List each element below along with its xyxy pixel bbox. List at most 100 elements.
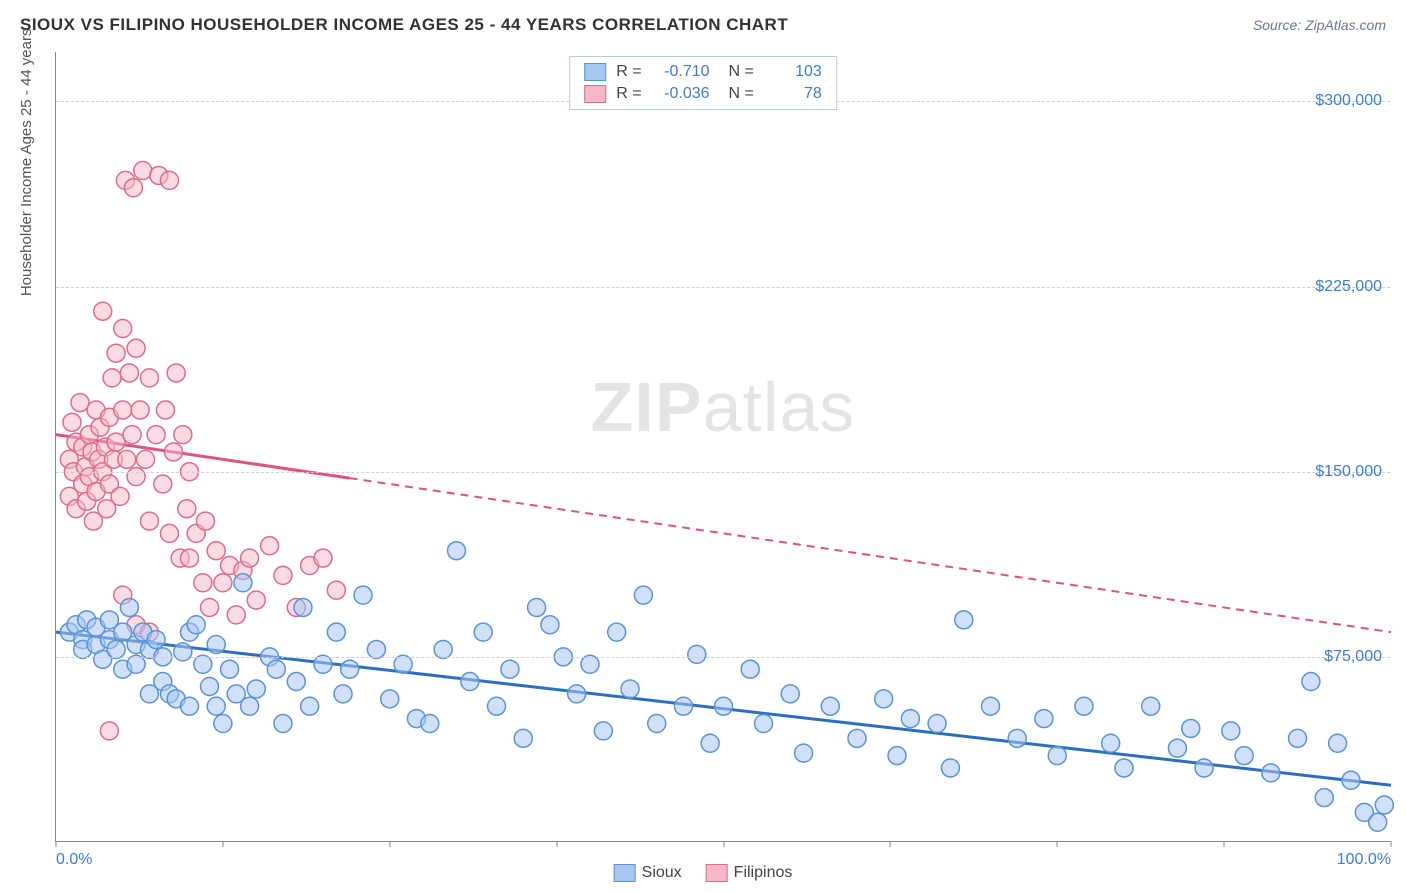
point-filipinos xyxy=(107,344,125,362)
point-sioux xyxy=(901,710,919,728)
point-filipinos xyxy=(156,401,174,419)
point-sioux xyxy=(1369,813,1387,831)
chart-title: SIOUX VS FILIPINO HOUSEHOLDER INCOME AGE… xyxy=(20,15,788,35)
point-sioux xyxy=(381,690,399,708)
legend-stats-row-filipinos: R = -0.036 N = 78 xyxy=(570,83,836,105)
point-sioux xyxy=(147,631,165,649)
point-sioux xyxy=(1375,796,1393,814)
point-sioux xyxy=(1142,697,1160,715)
point-sioux xyxy=(1302,673,1320,691)
point-sioux xyxy=(674,697,692,715)
point-sioux xyxy=(541,616,559,634)
point-sioux xyxy=(875,690,893,708)
point-sioux xyxy=(1315,789,1333,807)
point-sioux xyxy=(608,623,626,641)
point-sioux xyxy=(181,697,199,715)
point-filipinos xyxy=(154,475,172,493)
point-sioux xyxy=(1102,734,1120,752)
point-sioux xyxy=(528,598,546,616)
chart-svg xyxy=(56,52,1390,841)
point-sioux xyxy=(648,715,666,733)
point-sioux xyxy=(174,643,192,661)
point-filipinos xyxy=(178,500,196,518)
point-filipinos xyxy=(201,598,219,616)
n-value-sioux: 103 xyxy=(764,63,822,81)
point-sioux xyxy=(1342,771,1360,789)
point-filipinos xyxy=(274,566,292,584)
legend-swatch-filipinos-bottom xyxy=(706,864,728,882)
point-sioux xyxy=(715,697,733,715)
point-filipinos xyxy=(147,426,165,444)
n-value-filipinos: 78 xyxy=(764,85,822,103)
x-tick-mark xyxy=(1224,841,1225,847)
point-sioux xyxy=(421,715,439,733)
point-filipinos xyxy=(131,401,149,419)
point-filipinos xyxy=(134,162,152,180)
legend-stats-row-sioux: R = -0.710 N = 103 xyxy=(570,61,836,83)
point-sioux xyxy=(194,655,212,673)
n-label: N = xyxy=(720,85,754,103)
point-sioux xyxy=(314,655,332,673)
legend-label-filipinos: Filipinos xyxy=(734,864,793,882)
x-tick-mark xyxy=(723,841,724,847)
x-tick-mark xyxy=(556,841,557,847)
point-sioux xyxy=(488,697,506,715)
point-sioux xyxy=(301,697,319,715)
gridline-h xyxy=(56,287,1390,288)
point-sioux xyxy=(448,542,466,560)
point-sioux xyxy=(821,697,839,715)
gridline-h xyxy=(56,657,1390,658)
r-label: R = xyxy=(616,85,641,103)
point-sioux xyxy=(294,598,312,616)
point-filipinos xyxy=(160,171,178,189)
point-sioux xyxy=(367,640,385,658)
point-filipinos xyxy=(160,524,178,542)
point-sioux xyxy=(354,586,372,604)
point-sioux xyxy=(501,660,519,678)
chart-source: Source: ZipAtlas.com xyxy=(1253,17,1386,33)
point-sioux xyxy=(581,655,599,673)
point-filipinos xyxy=(71,394,89,412)
x-tick-mark xyxy=(389,841,390,847)
point-filipinos xyxy=(214,574,232,592)
plot-area: ZIPatlas $75,000$150,000$225,000$300,000… xyxy=(55,52,1390,842)
y-axis-label: Householder Income Ages 25 - 44 years xyxy=(18,29,35,297)
point-sioux xyxy=(1008,729,1026,747)
point-filipinos xyxy=(167,364,185,382)
point-sioux xyxy=(287,673,305,691)
legend-series: Sioux Filipinos xyxy=(614,864,793,882)
point-filipinos xyxy=(100,722,118,740)
y-tick-label: $150,000 xyxy=(1315,463,1382,481)
point-sioux xyxy=(474,623,492,641)
point-sioux xyxy=(688,645,706,663)
point-sioux xyxy=(621,680,639,698)
point-filipinos xyxy=(314,549,332,567)
point-sioux xyxy=(514,729,532,747)
point-sioux xyxy=(1048,747,1066,765)
point-sioux xyxy=(1168,739,1186,757)
point-sioux xyxy=(274,715,292,733)
point-sioux xyxy=(327,623,345,641)
point-sioux xyxy=(127,655,145,673)
x-tick-mark xyxy=(222,841,223,847)
point-sioux xyxy=(434,640,452,658)
point-sioux xyxy=(201,677,219,695)
source-name: ZipAtlas.com xyxy=(1305,17,1386,33)
point-sioux xyxy=(461,673,479,691)
regression-dashed-filipinos xyxy=(350,478,1391,632)
point-filipinos xyxy=(164,443,182,461)
point-filipinos xyxy=(140,512,158,530)
x-tick-mark xyxy=(1391,841,1392,847)
point-sioux xyxy=(1262,764,1280,782)
point-sioux xyxy=(221,660,239,678)
point-sioux xyxy=(888,747,906,765)
point-sioux xyxy=(568,685,586,703)
point-filipinos xyxy=(123,426,141,444)
point-sioux xyxy=(955,611,973,629)
point-filipinos xyxy=(120,364,138,382)
point-filipinos xyxy=(261,537,279,555)
point-sioux xyxy=(982,697,1000,715)
point-sioux xyxy=(1182,719,1200,737)
point-filipinos xyxy=(94,302,112,320)
point-sioux xyxy=(1115,759,1133,777)
